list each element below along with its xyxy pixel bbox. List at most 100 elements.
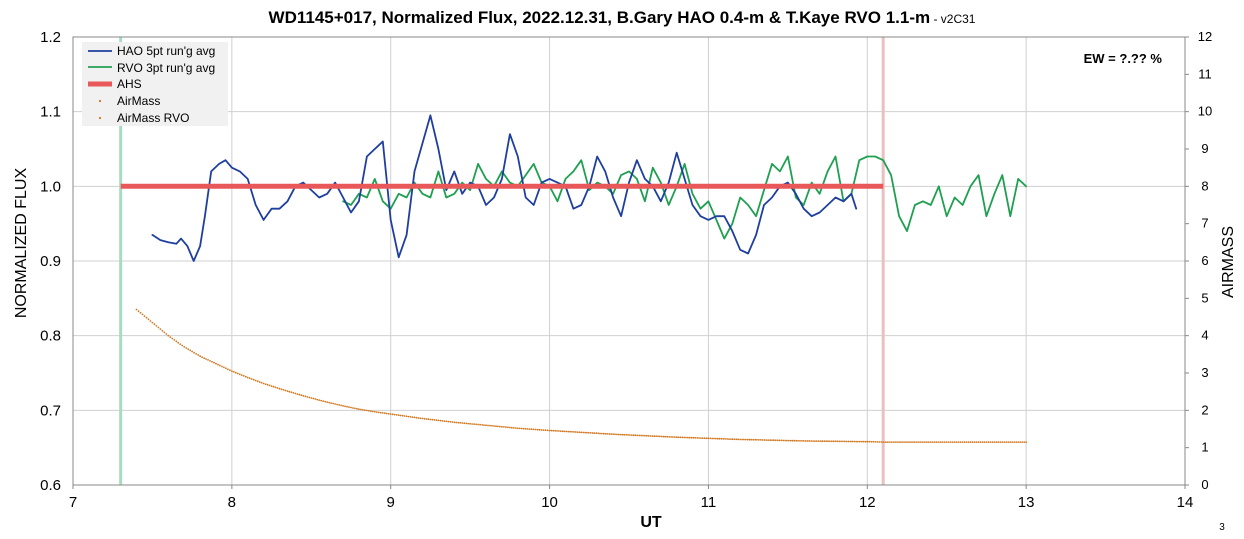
airmass-rvo-point (904, 441, 906, 443)
airmass-point (593, 432, 596, 434)
airmass-point (741, 438, 743, 441)
airmass-point (694, 437, 697, 439)
airmass-point (221, 365, 223, 368)
x-tick-label: 13 (1018, 494, 1035, 511)
airmass-point (645, 434, 648, 437)
airmass-point (582, 431, 585, 434)
airmass-point (763, 439, 766, 441)
airmass-point (595, 432, 598, 435)
airmass-rvo-point (971, 441, 974, 443)
airmass-point (627, 434, 629, 436)
airmass-point (328, 401, 331, 404)
airmass-point (151, 321, 154, 324)
airmass-rvo-point (1003, 441, 1006, 443)
airmass-point (782, 439, 785, 442)
airmass-point (423, 417, 426, 420)
airmass-point (340, 404, 342, 407)
airmass-point (647, 435, 650, 437)
airmass-point (731, 438, 734, 441)
airmass-point (546, 429, 549, 432)
airmass-point (851, 440, 854, 443)
airmass-point (485, 424, 487, 427)
airmass-point (548, 429, 551, 432)
airmass-rvo-point (872, 440, 875, 443)
airmass-point (559, 430, 562, 433)
airmass-point (767, 439, 770, 441)
y2-tick-label: 1 (1201, 440, 1208, 455)
airmass-point (407, 415, 410, 418)
airmass-point (530, 428, 533, 431)
airmass-rvo-point (985, 441, 988, 443)
airmass-point (477, 423, 479, 426)
airmass-point (348, 406, 350, 408)
airmass-point (157, 326, 160, 329)
airmass-point (692, 436, 695, 439)
airmass-rvo-point (898, 441, 900, 443)
airmass-point (264, 383, 267, 385)
airmass-point (715, 437, 717, 440)
airmass-rvo-point (993, 441, 996, 443)
airmass-rvo-point (935, 441, 938, 443)
airmass-point (847, 440, 850, 443)
airmass-point (584, 431, 586, 434)
airmass-point (501, 425, 503, 428)
y2-tick-label: 5 (1201, 290, 1208, 305)
airmass-point (189, 349, 192, 352)
y-tick-label: 0.8 (40, 328, 61, 345)
airmass-rvo-point (1025, 441, 1027, 443)
airmass-point (411, 416, 414, 418)
airmass-point (817, 440, 820, 442)
airmass-point (227, 368, 229, 371)
airmass-rvo-point (967, 441, 970, 443)
airmass-rvo-point (945, 441, 948, 443)
airmass-point (772, 439, 775, 442)
airmass-point (360, 408, 362, 411)
airmass-point (845, 440, 848, 443)
airmass-point (250, 378, 253, 380)
airmass-point (489, 424, 491, 427)
airmass-point (737, 438, 740, 441)
airmass-point (322, 400, 325, 402)
airmass-point (280, 388, 283, 391)
airmass-point (634, 434, 637, 437)
airmass-rvo-point (1009, 441, 1012, 443)
airmass-point (821, 440, 824, 443)
airmass-rvo-point (916, 441, 918, 443)
airmass-point (672, 436, 674, 438)
airmass-point (137, 310, 140, 313)
airmass-point (690, 436, 693, 439)
airmass-point (857, 440, 859, 443)
airmass-point (207, 359, 209, 361)
airmass-point (795, 439, 798, 442)
airmass-point (542, 429, 545, 431)
airmass-rvo-point (880, 441, 883, 443)
airmass-point (352, 407, 354, 409)
airmass-point (801, 440, 803, 442)
airmass-rvo-point (1015, 441, 1018, 443)
airmass-point (254, 379, 257, 382)
airmass-point (445, 420, 448, 423)
airmass-point (860, 440, 863, 443)
airmass-point (778, 439, 781, 442)
airmass-point (344, 405, 346, 408)
airmass-point (765, 439, 768, 441)
airmass-point (401, 414, 404, 417)
airmass-point (403, 415, 406, 417)
airmass-point (660, 435, 663, 438)
airmass-point (668, 436, 671, 438)
airmass-point (750, 438, 753, 441)
airmass-point (455, 421, 458, 424)
airmass-point (266, 383, 269, 386)
airmass-point (806, 440, 809, 442)
y-axis-ticks: 0.6 0.7 0.8 0.9 1.0 1.1 1.2 (40, 29, 61, 494)
airmass-point (802, 440, 805, 442)
airmass-point (503, 426, 505, 428)
airmass-point (181, 344, 184, 347)
x-tick-label: 11 (701, 494, 717, 511)
airmass-point (270, 385, 273, 387)
airmass-point (296, 393, 299, 395)
airmass-point (471, 423, 473, 425)
airmass-point (346, 405, 348, 408)
airmass-point (662, 435, 665, 438)
